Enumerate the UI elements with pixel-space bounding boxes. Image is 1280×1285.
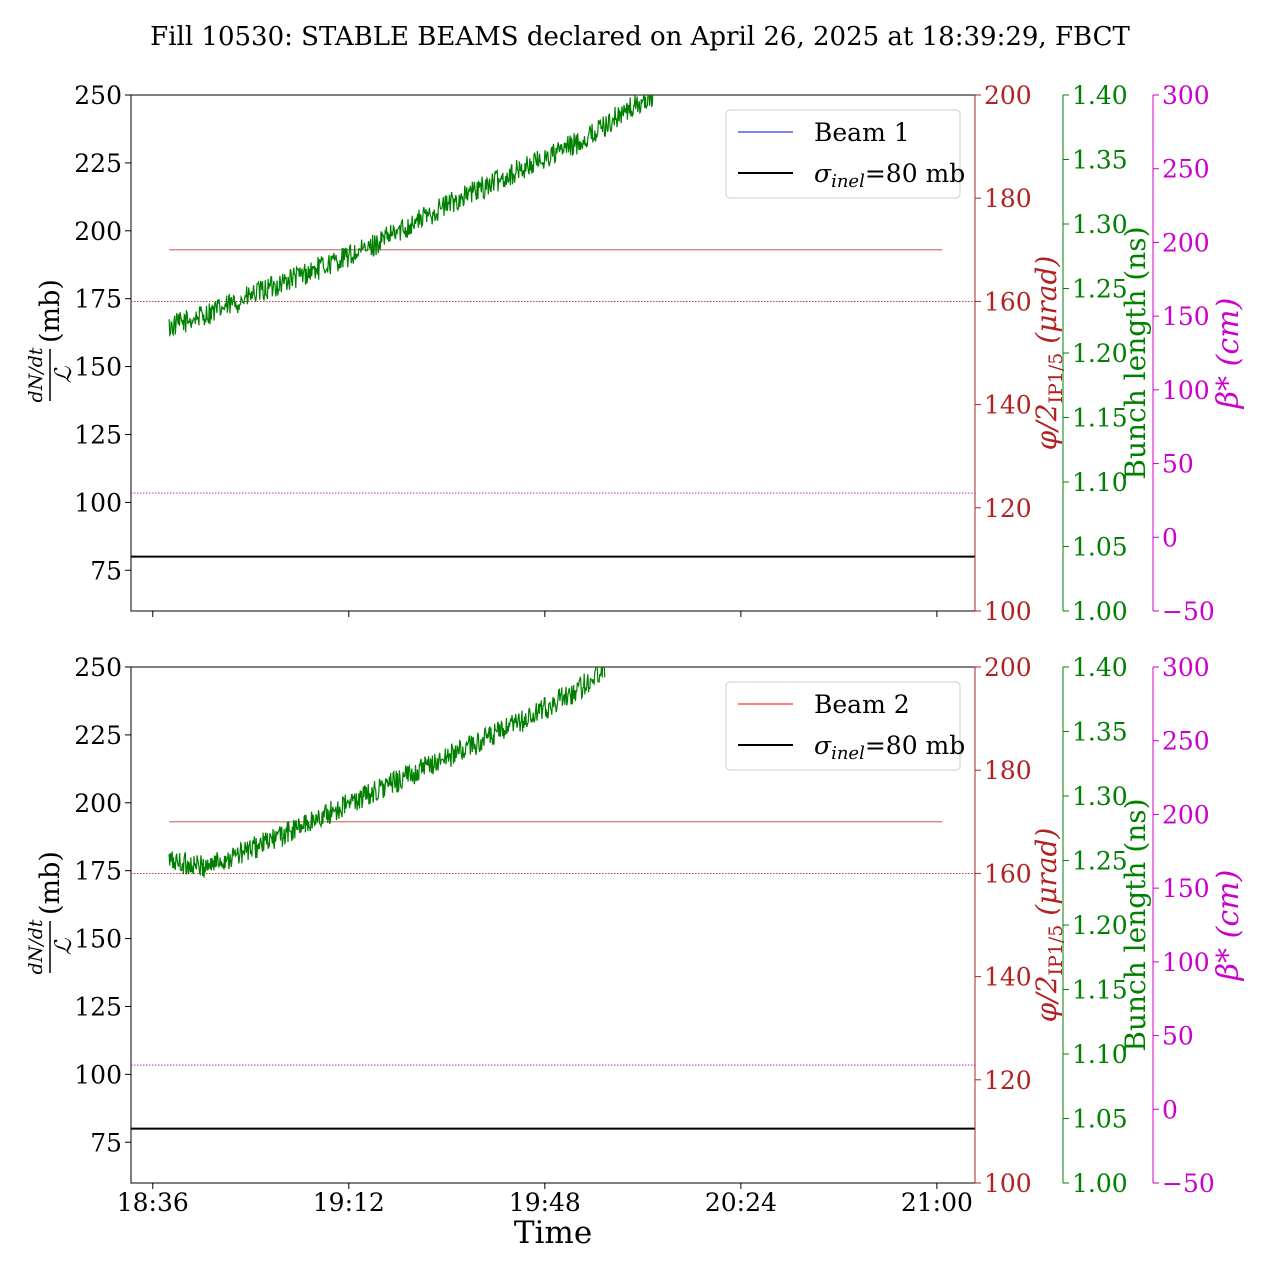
- bunch-tick-label: 1.35: [1072, 718, 1128, 747]
- x-tick-label: 19:12: [313, 1188, 385, 1217]
- bunch-axis-label: Bunch length (ns): [1119, 226, 1152, 479]
- left-axis-label-denominator: ℒ: [51, 938, 77, 955]
- left-axis-label-unit: (mb): [35, 851, 66, 915]
- crossing-tick-label: 180: [984, 756, 1032, 785]
- x-tick-label: 19:48: [509, 1188, 581, 1217]
- left-tick-label: 200: [74, 789, 122, 818]
- legend: Beam 1 σinel=80 mb: [725, 109, 965, 199]
- beta-tick-label: 100: [1162, 376, 1210, 405]
- legend-label: σinel=80 mb: [814, 731, 965, 764]
- left-tick-label: 175: [74, 857, 122, 886]
- bunch-axis-label: Bunch length (ns): [1119, 798, 1152, 1051]
- left-tick-label: 225: [74, 721, 122, 750]
- left-axis-label-numerator: dN/dt: [25, 347, 47, 402]
- x-tick-label: 21:00: [901, 1188, 973, 1217]
- beta-tick-label: −50: [1162, 597, 1215, 626]
- beta-tick-label: 0: [1162, 1095, 1178, 1124]
- beta-axis-label: β* (cm): [1211, 298, 1246, 410]
- crossing-axis-label: φ/2IP1/5 (μrad): [1030, 828, 1067, 1023]
- bunch-tick-label: 1.30: [1072, 782, 1128, 811]
- bunch-tick-label: 1.05: [1072, 533, 1128, 562]
- bunch-tick-label: 1.05: [1072, 1105, 1128, 1134]
- chart-title: Fill 10530: STABLE BEAMS declared on Apr…: [150, 22, 1130, 52]
- bunch-tick-label: 1.15: [1072, 404, 1128, 433]
- legend-label: σinel=80 mb: [814, 159, 965, 192]
- beta-tick-label: 50: [1162, 1022, 1194, 1051]
- bunch-tick-label: 1.35: [1072, 146, 1128, 175]
- x-axis-label: Time: [514, 1215, 592, 1251]
- bunch-tick-label: 1.20: [1072, 911, 1128, 940]
- bunch-tick-label: 1.40: [1072, 81, 1128, 110]
- bunch-length-trace: [168, 95, 654, 338]
- left-tick-label: 100: [74, 1060, 122, 1089]
- bunch-tick-label: 1.00: [1072, 1169, 1128, 1198]
- left-axis-label-unit: (mb): [35, 279, 66, 343]
- left-tick-label: 75: [90, 1128, 122, 1157]
- beta-tick-label: 300: [1162, 81, 1210, 110]
- beta-tick-label: 200: [1162, 800, 1210, 829]
- beta-tick-label: 50: [1162, 450, 1194, 479]
- crossing-tick-label: 120: [984, 1066, 1032, 1095]
- left-axis-label-numerator: dN/dt: [25, 919, 47, 974]
- left-axis-label: dN/dt ℒ (mb): [25, 279, 77, 402]
- left-axis-label: dN/dt ℒ (mb): [25, 851, 77, 974]
- bunch-tick-label: 1.10: [1072, 468, 1128, 497]
- crossing-tick-label: 160: [984, 859, 1032, 888]
- left-tick-label: 125: [74, 420, 122, 449]
- crossing-tick-label: 200: [984, 81, 1032, 110]
- chart-panel-bottom: 75 100 125 150 175 200 225 250 dN/dt ℒ (mb) 18:36 19…: [25, 653, 1246, 1251]
- data-layer: [131, 667, 975, 1130]
- left-tick-label: 200: [74, 217, 122, 246]
- bunch-tick-label: 1.25: [1072, 847, 1128, 876]
- left-tick-label: 225: [74, 149, 122, 178]
- data-layer: [131, 95, 975, 558]
- crossing-tick-label: 140: [984, 963, 1032, 992]
- beta-axis-label: β* (cm): [1211, 870, 1246, 982]
- bunch-tick-label: 1.10: [1072, 1040, 1128, 1069]
- bunch-tick-label: 1.30: [1072, 210, 1128, 239]
- beta-tick-label: 200: [1162, 228, 1210, 257]
- left-tick-label: 175: [74, 285, 122, 314]
- legend-label: Beam 1: [814, 118, 910, 147]
- chart-panel-top: 75 100 125 150 175 200 225 250 dN/dt ℒ (mb) 100 120 1…: [25, 81, 1246, 626]
- bunch-length-trace: [168, 667, 606, 878]
- bunch-tick-label: 1.00: [1072, 597, 1128, 626]
- beta-tick-label: 300: [1162, 653, 1210, 682]
- beta-tick-label: 100: [1162, 948, 1210, 977]
- beta-tick-label: 250: [1162, 727, 1210, 756]
- crossing-tick-label: 180: [984, 184, 1032, 213]
- crossing-tick-label: 160: [984, 287, 1032, 316]
- crossing-tick-label: 120: [984, 494, 1032, 523]
- crossing-axis-label: φ/2IP1/5 (μrad): [1030, 256, 1067, 451]
- bunch-tick-label: 1.40: [1072, 653, 1128, 682]
- beta-tick-label: 250: [1162, 155, 1210, 184]
- left-tick-label: 75: [90, 556, 122, 585]
- legend: Beam 2 σinel=80 mb: [725, 681, 965, 771]
- legend-label: Beam 2: [814, 690, 910, 719]
- left-tick-label: 150: [74, 925, 122, 954]
- bunch-tick-label: 1.25: [1072, 275, 1128, 304]
- x-tick-label: 18:36: [117, 1188, 189, 1217]
- beta-tick-label: −50: [1162, 1169, 1215, 1198]
- left-axis-label-denominator: ℒ: [51, 366, 77, 383]
- left-tick-label: 100: [74, 488, 122, 517]
- beta-tick-label: 150: [1162, 302, 1210, 331]
- crossing-tick-label: 100: [984, 1169, 1032, 1198]
- bunch-tick-label: 1.20: [1072, 339, 1128, 368]
- crossing-tick-label: 200: [984, 653, 1032, 682]
- left-tick-label: 250: [74, 653, 122, 682]
- left-tick-label: 250: [74, 81, 122, 110]
- crossing-tick-label: 140: [984, 391, 1032, 420]
- left-tick-label: 150: [74, 353, 122, 382]
- bunch-tick-label: 1.15: [1072, 976, 1128, 1005]
- beta-tick-label: 0: [1162, 523, 1178, 552]
- crossing-tick-label: 100: [984, 597, 1032, 626]
- left-tick-label: 125: [74, 992, 122, 1021]
- x-tick-label: 20:24: [705, 1188, 777, 1217]
- beta-tick-label: 150: [1162, 874, 1210, 903]
